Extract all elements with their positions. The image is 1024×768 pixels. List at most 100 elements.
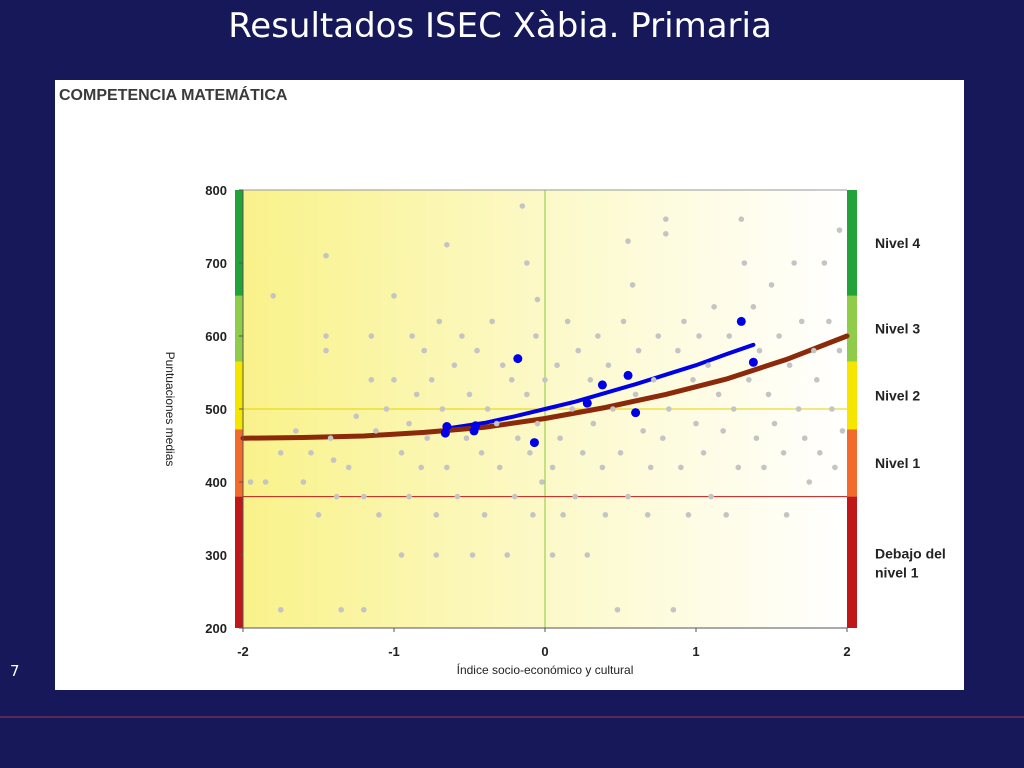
point-3-75 — [560, 512, 566, 518]
level-label-3-0: Nivel 1 — [875, 455, 920, 471]
point-3-19 — [361, 493, 367, 500]
y-tick-label-2: 400 — [205, 475, 227, 490]
point-3-87 — [605, 362, 612, 369]
point-3-97 — [640, 428, 646, 434]
y-tick-label-1: 300 — [205, 548, 227, 563]
point-3-118 — [715, 391, 722, 398]
point-0-1 — [442, 422, 452, 432]
slide-title: Resultados ISEC Xàbia. Primaria — [228, 6, 772, 46]
isec-chart: COMPETENCIA MATEMÁTICA Nivel 4 Nivel 3 Niv… — [59, 85, 946, 677]
point-3-94 — [629, 282, 636, 288]
point-3-68 — [534, 420, 541, 427]
point-3-102 — [659, 435, 666, 442]
point-3-71 — [549, 464, 556, 471]
point-3-73 — [554, 362, 560, 369]
point-3-119 — [720, 428, 726, 434]
point-3-144 — [814, 377, 820, 383]
point-0-10 — [736, 316, 746, 326]
point-3-101 — [655, 333, 662, 339]
point-3-50 — [478, 450, 485, 456]
x-axis-label: Índice socio-económico y cultural — [457, 662, 634, 677]
point-3-85 — [599, 464, 606, 471]
point-3-23 — [376, 512, 382, 518]
level-band-left-2 — [235, 361, 243, 430]
point-3-104 — [663, 231, 669, 237]
level-label-4-0: Debajo del — [875, 545, 946, 561]
point-3-60 — [515, 435, 521, 442]
point-3-150 — [836, 227, 843, 233]
point-0-4 — [513, 354, 523, 364]
point-3-120 — [723, 512, 729, 518]
point-3-36 — [428, 377, 435, 383]
point-3-140 — [798, 318, 805, 325]
y-tick-label-5: 700 — [205, 256, 227, 271]
point-3-63 — [524, 391, 530, 398]
point-3-145 — [817, 450, 823, 456]
point-3-149 — [832, 464, 838, 471]
point-3-121 — [726, 333, 733, 339]
point-3-25 — [391, 377, 397, 383]
point-3-5 — [293, 428, 299, 434]
point-3-109 — [681, 318, 687, 325]
point-3-146 — [821, 260, 828, 266]
point-3-26 — [391, 293, 397, 299]
point-3-100 — [650, 377, 657, 383]
point-3-114 — [700, 450, 707, 456]
point-3-66 — [533, 333, 539, 339]
point-3-11 — [323, 347, 329, 354]
point-3-48 — [469, 552, 476, 558]
point-3-96 — [635, 347, 642, 354]
level-label-2-0: Nivel 2 — [875, 387, 920, 403]
point-3-99 — [647, 464, 654, 471]
point-3-124 — [738, 216, 745, 222]
point-3-47 — [466, 391, 473, 398]
point-3-98 — [644, 512, 651, 518]
point-3-81 — [584, 552, 591, 558]
point-3-70 — [542, 377, 548, 383]
point-3-42 — [444, 464, 450, 471]
point-3-69 — [539, 479, 545, 485]
point-0-7 — [597, 380, 607, 390]
point-3-14 — [333, 493, 340, 500]
point-3-59 — [512, 493, 518, 500]
level-band-right-0 — [847, 190, 857, 296]
point-3-133 — [771, 420, 778, 427]
series-line-2 — [240, 333, 850, 441]
level-label-1-0: Nivel 3 — [875, 321, 920, 337]
point-3-126 — [746, 377, 752, 383]
point-3-136 — [783, 512, 790, 518]
point-3-125 — [741, 260, 748, 266]
y-tick-label-4: 600 — [205, 329, 227, 344]
point-3-28 — [398, 552, 405, 558]
y-tick-label-3: 500 — [205, 402, 227, 417]
point-3-22 — [373, 428, 379, 434]
level-band-right-2 — [847, 361, 857, 430]
point-3-2 — [270, 293, 276, 299]
point-0-5 — [529, 438, 539, 448]
series-line-1 — [443, 342, 756, 431]
point-3-9 — [323, 252, 329, 259]
point-3-65 — [530, 512, 536, 518]
level-label-4-1: nivel 1 — [875, 564, 919, 580]
point-3-112 — [693, 420, 699, 427]
point-3-67 — [534, 296, 541, 303]
point-3-45 — [459, 333, 465, 339]
level-band-left-1 — [235, 295, 243, 362]
y-tick-label-6: 800 — [205, 183, 227, 198]
point-3-32 — [413, 391, 420, 398]
chart-title: COMPETENCIA MATEMÁTICA — [59, 85, 288, 104]
point-3-7 — [308, 450, 314, 456]
point-3-103 — [663, 216, 669, 222]
point-3-1 — [262, 479, 269, 485]
point-3-61 — [519, 203, 526, 209]
x-tick-label-4: 2 — [843, 644, 850, 659]
level-band-left-4 — [235, 496, 243, 628]
level-band-right-3 — [847, 429, 857, 497]
point-3-122 — [730, 406, 737, 412]
point-3-62 — [524, 260, 530, 266]
y-tick-label-0: 200 — [205, 621, 227, 636]
point-3-54 — [493, 420, 500, 427]
x-tick-label-1: -1 — [388, 644, 400, 659]
level-band-left-3 — [235, 429, 243, 497]
point-3-106 — [670, 606, 677, 613]
